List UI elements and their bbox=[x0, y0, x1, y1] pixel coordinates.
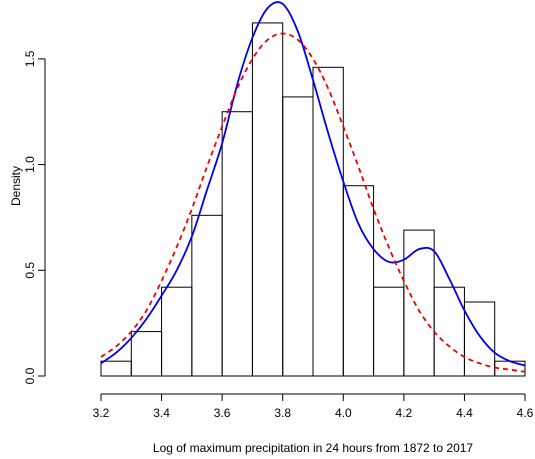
histogram-bar bbox=[100, 360, 132, 377]
x-tick-label: 3.4 bbox=[153, 406, 170, 420]
x-tick-label: 3.6 bbox=[214, 406, 231, 420]
histogram-bar bbox=[403, 229, 435, 377]
x-tick-label: 4.0 bbox=[335, 406, 352, 420]
dashed-density-line bbox=[100, 32, 526, 373]
histogram-bar bbox=[251, 22, 284, 377]
x-tick-label: 4.6 bbox=[517, 406, 534, 420]
y-tick-label: 0.5 bbox=[23, 262, 37, 279]
y-axis: 0.0 0.5 1.0 1.5 bbox=[23, 50, 46, 384]
histogram-bar bbox=[342, 185, 375, 377]
histogram-bar bbox=[130, 331, 163, 377]
histogram-bar bbox=[463, 301, 496, 377]
x-tick-label: 3.2 bbox=[93, 406, 110, 420]
histogram-bar bbox=[282, 96, 314, 377]
x-tick-label: 4.2 bbox=[396, 406, 413, 420]
histogram-bar bbox=[161, 286, 193, 377]
histogram-bars bbox=[100, 22, 526, 377]
y-tick-label: 1.0 bbox=[23, 156, 37, 173]
x-tick-label: 3.8 bbox=[274, 406, 291, 420]
y-tick-label: 1.5 bbox=[23, 50, 37, 67]
histogram-bar bbox=[191, 214, 223, 377]
histogram-bar bbox=[373, 286, 405, 377]
x-axis-title: Log of maximum precipitation in 24 hours… bbox=[153, 441, 474, 455]
x-axis: 3.2 3.4 3.6 3.8 4.0 4.2 4.4 4.6 bbox=[93, 393, 534, 420]
y-axis-title: Density bbox=[9, 166, 23, 206]
solid-density-line bbox=[100, 1, 526, 367]
x-tick-label: 4.4 bbox=[456, 406, 473, 420]
histogram-bar bbox=[221, 111, 253, 377]
y-tick-label: 0.0 bbox=[23, 367, 37, 384]
density-curves bbox=[100, 1, 526, 373]
